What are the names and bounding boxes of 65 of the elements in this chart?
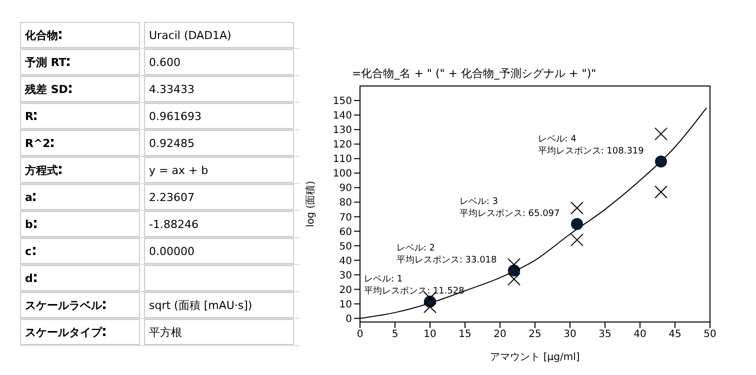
text: 0.00000 (149, 245, 194, 258)
category-label: c (25, 245, 32, 258)
category-label: 化合物 (25, 29, 58, 42)
category-label: スケールラベル (25, 299, 102, 312)
x-tick-label: 0 (356, 329, 364, 340)
y-tick-label: 140 (332, 110, 352, 122)
x-tick-label: 30 (564, 329, 576, 340)
y-tick-label: 0 (346, 314, 352, 325)
text: 0.92485 (149, 137, 194, 150)
y-tick-label: 30 (339, 270, 352, 282)
category-label: R (25, 110, 34, 123)
category-label: 残差 SD (25, 83, 68, 96)
text: 2.23607 (149, 191, 194, 204)
point (571, 218, 583, 230)
x-tick-label: 15 (458, 329, 472, 340)
x-tick-label: 20 (494, 329, 506, 340)
text: sqrt (面積 [mAU·s]) (149, 299, 252, 312)
text: 0.961693 (149, 110, 202, 123)
y-tick-label: 130 (332, 125, 352, 136)
text: 4.33433 (149, 83, 194, 96)
category-label: R^2 (25, 137, 50, 150)
y-tick-label: 20 (339, 284, 352, 296)
point (508, 258, 520, 272)
y-tick-label: 60 (339, 226, 352, 238)
x-tick-label: 45 (668, 329, 682, 340)
y-tick-label: 70 (339, 212, 352, 224)
x-tick-label: 35 (598, 329, 612, 340)
x-axis-title: アマウント [μg/ml] (490, 352, 580, 363)
point (654, 127, 668, 140)
annotation: レベル: 3 平均レスポンス: 65.097 (459, 196, 560, 219)
text: -1.88246 (149, 218, 198, 231)
point (570, 201, 584, 214)
y-tick-label: 120 (332, 140, 352, 151)
point (654, 186, 668, 199)
y-tick-label: 110 (332, 154, 352, 166)
category-label: d (25, 272, 33, 285)
y-tick-label: 10 (339, 299, 352, 310)
y-tick-label: 150 (332, 96, 352, 108)
y-tick-label: 100 (332, 168, 352, 180)
text: 平方根 (149, 326, 182, 339)
text: Uracil (DAD1A) (149, 29, 232, 42)
point (570, 233, 584, 246)
point (424, 300, 436, 314)
x-tick-label: 10 (424, 329, 436, 340)
category-label: a (25, 191, 32, 204)
y-tick-label: 50 (339, 241, 352, 252)
annotation: レベル: 4 平均レスポンス: 108.319 (538, 134, 644, 157)
category-label: 方程式 (25, 164, 58, 177)
x-tick-label: 40 (634, 329, 646, 340)
point (655, 156, 667, 168)
y-tick-label: 90 (339, 183, 352, 194)
text: 0.600 (149, 56, 180, 69)
point (508, 272, 520, 286)
y-axis-title: log (面積) (304, 180, 317, 228)
x-tick-label: 50 (704, 329, 716, 340)
x-tick-label: 5 (392, 329, 398, 340)
annotation: レベル: 2 平均レスポンス: 33.018 (396, 243, 498, 266)
x-tick-label: 25 (528, 329, 542, 340)
y-tick-label: 80 (339, 198, 352, 209)
category-label: 予測 RT (25, 56, 66, 69)
category-label: b (25, 218, 33, 231)
chart-title: =化合物_名 + " (" + 化合物_予測シグナル + ")" (352, 66, 598, 82)
text: y = ax + b (149, 164, 208, 177)
category-label: スケールタイプ (25, 326, 102, 339)
y-tick-label: 40 (339, 256, 352, 267)
